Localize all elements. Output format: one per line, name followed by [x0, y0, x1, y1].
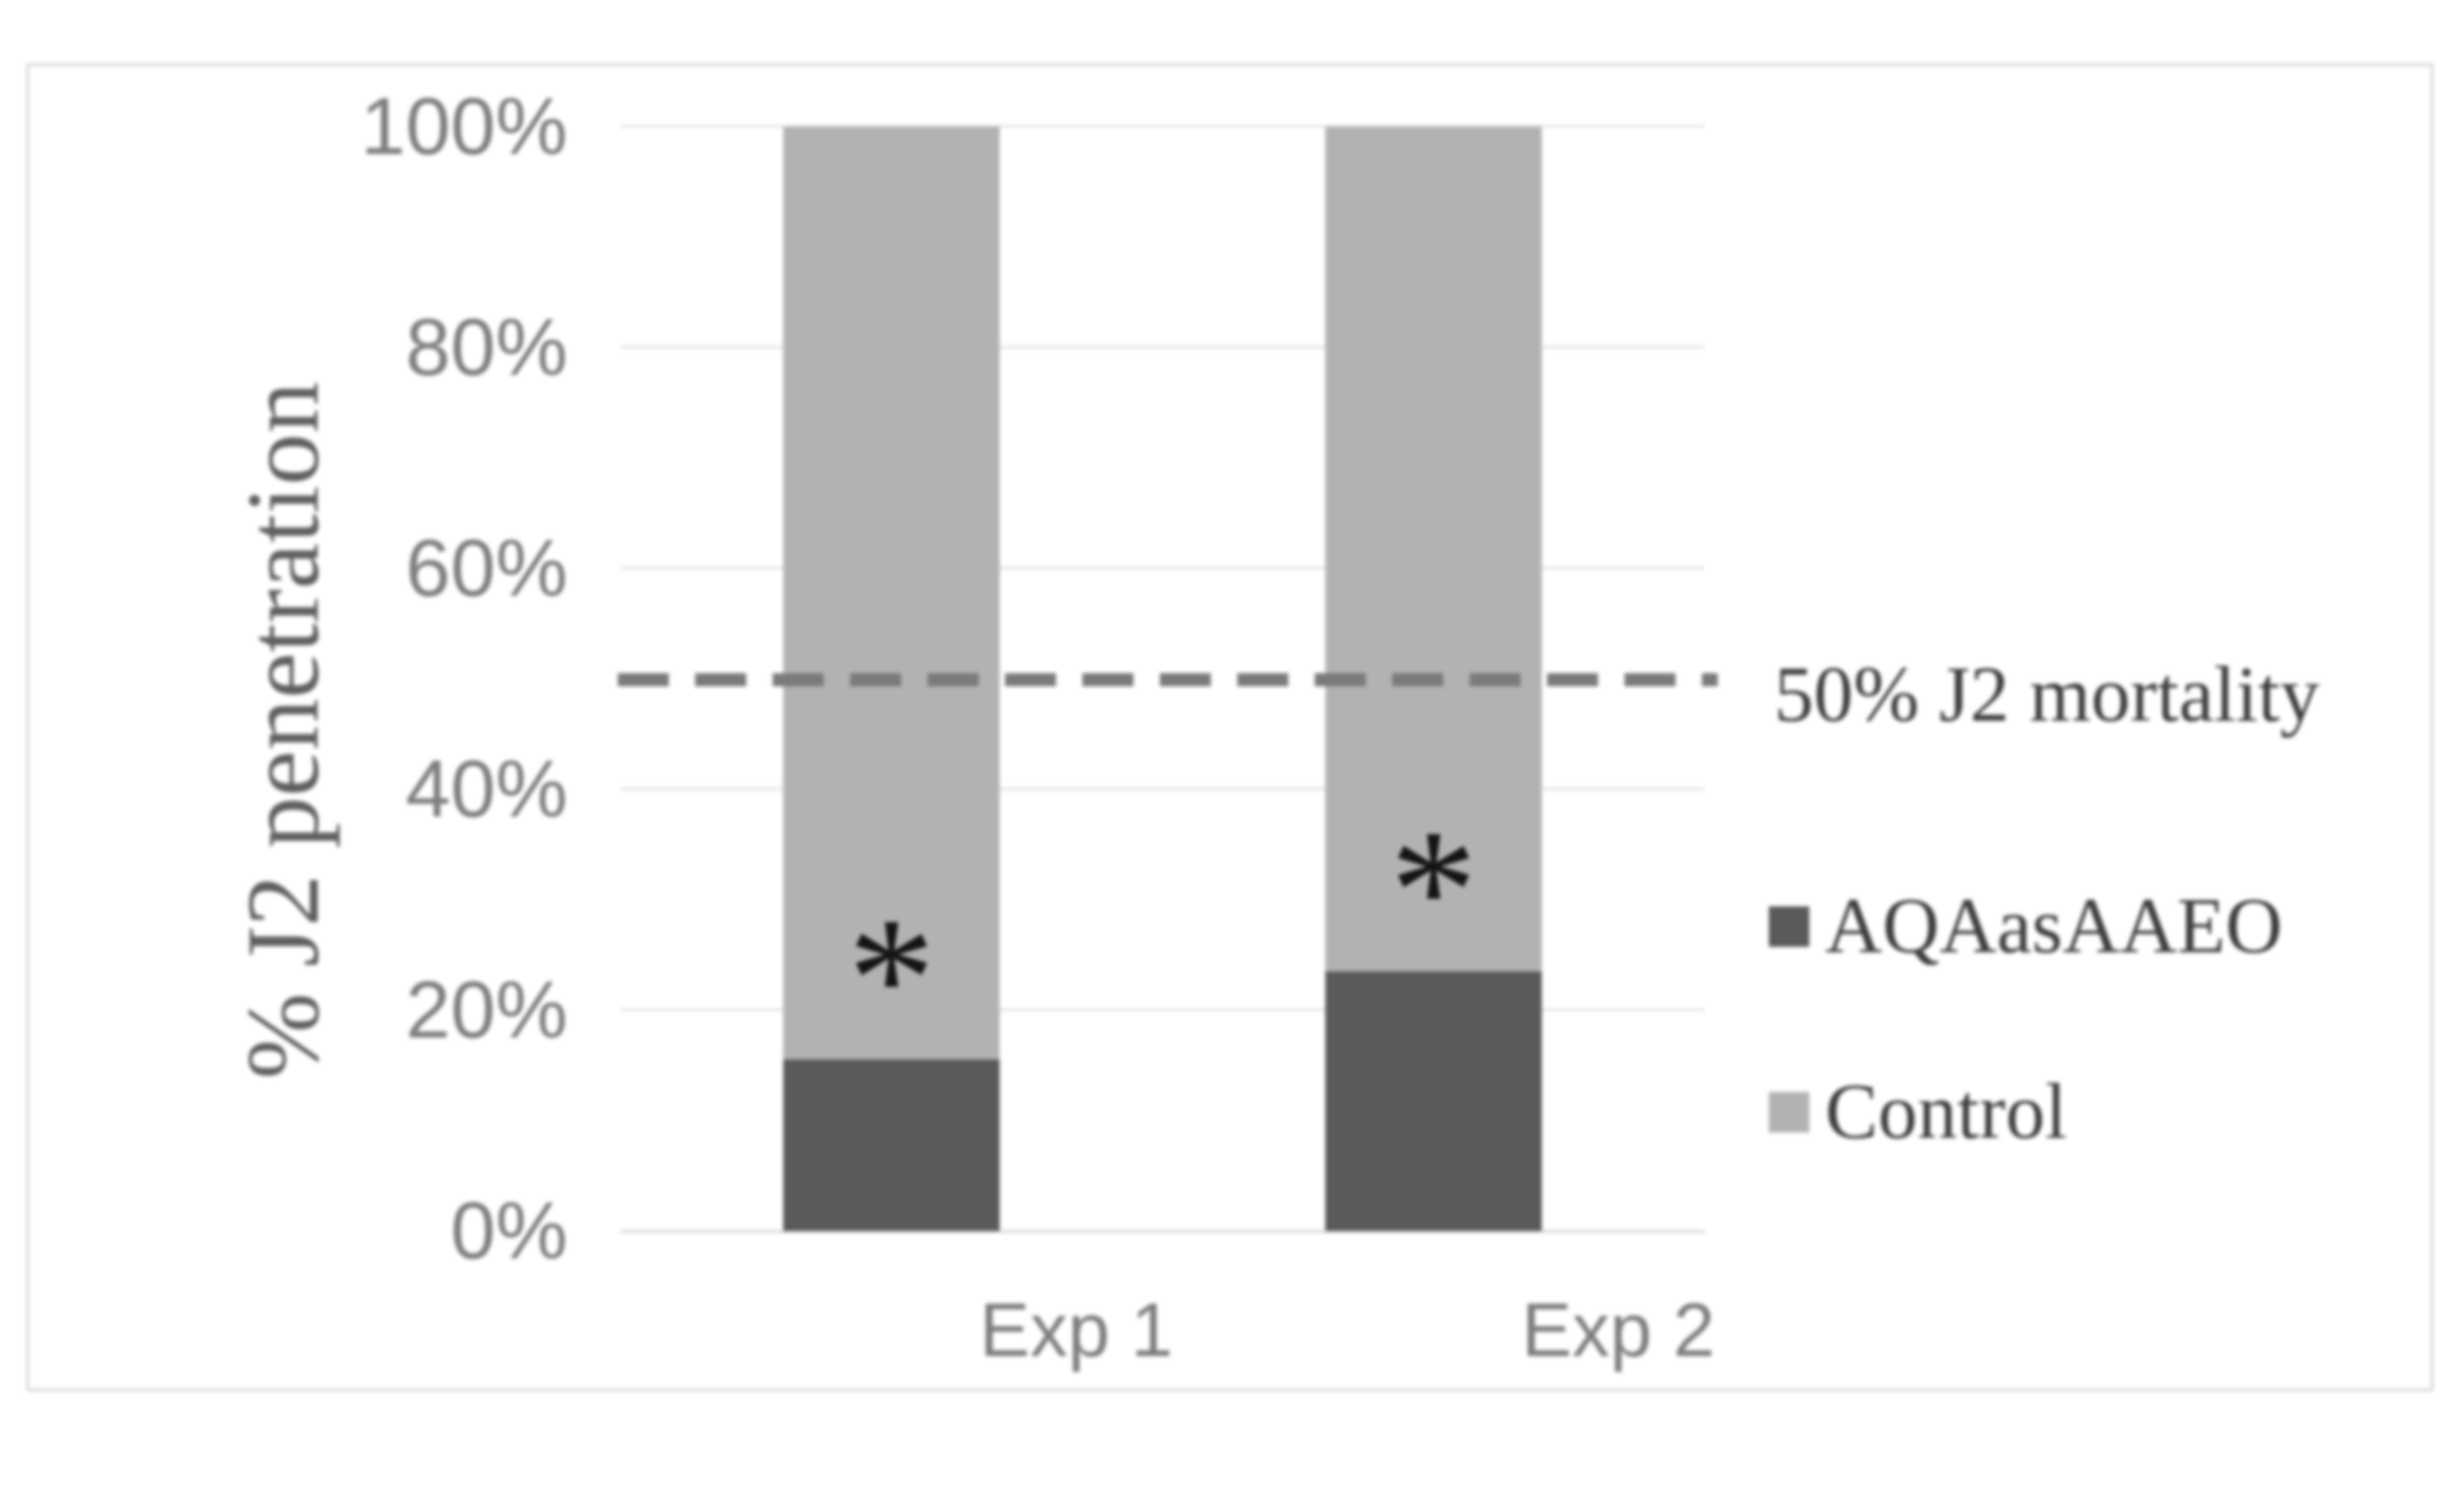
y-tick-label: 20%: [405, 965, 568, 1055]
significance-asterisk-exp-1: *: [847, 882, 935, 1077]
bar-segment-control: [1324, 127, 1543, 972]
reference-line-50pct: [618, 672, 1718, 686]
y-tick-label: 40%: [405, 744, 568, 834]
reference-line-label: 50% J2 mortality: [1774, 651, 2320, 738]
y-tick-label: 80%: [405, 303, 568, 392]
gridline-80pct: [620, 346, 1705, 348]
bar-exp-1: [782, 127, 1001, 1231]
gridline-100pct: [620, 125, 1705, 128]
y-tick-label: 0%: [451, 1186, 568, 1276]
bar-segment-aqaasaaeo: [1324, 971, 1543, 1231]
plot-area: * *: [618, 125, 1718, 1233]
bar-segment-control: [782, 127, 1001, 1060]
legend-label-aqaasaaeo: AQAasAAEO: [1825, 883, 2283, 970]
figure-border: [26, 63, 2433, 1391]
x-category-label-exp-2: Exp 2: [1522, 1288, 1715, 1373]
x-category-label-exp-1: Exp 1: [979, 1288, 1173, 1373]
legend-label-control: Control: [1825, 1068, 2068, 1155]
x-axis-line: [620, 1230, 1705, 1233]
y-tick-label: 60%: [405, 524, 568, 613]
gridline-40pct: [620, 788, 1705, 790]
gridline-20pct: [620, 1008, 1705, 1011]
bar-exp-2: [1324, 127, 1543, 1231]
gridline-60pct: [620, 567, 1705, 569]
significance-asterisk-exp-2: *: [1390, 793, 1478, 988]
legend-swatch-control: [1769, 1092, 1809, 1132]
y-tick-label: 100%: [360, 82, 568, 172]
legend-swatch-aqaasaaeo: [1769, 906, 1809, 947]
bar-segment-aqaasaaeo: [782, 1059, 1001, 1231]
